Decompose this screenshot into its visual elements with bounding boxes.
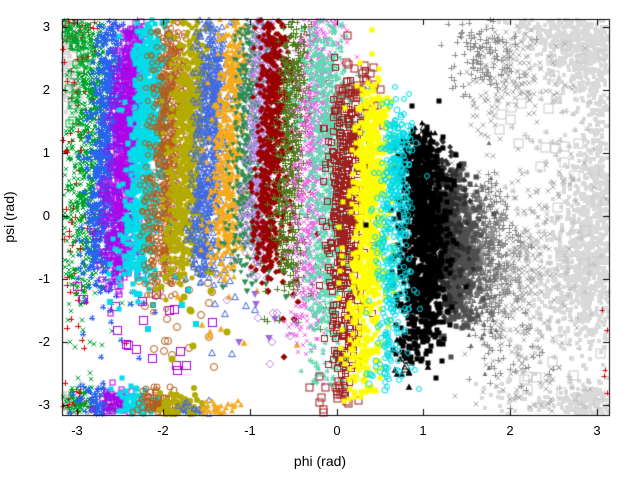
- y-tick-label: 1: [42, 145, 50, 160]
- x-tick-label: -3: [71, 423, 83, 438]
- x-tick-label: 3: [593, 423, 601, 438]
- x-tick-label: 1: [419, 423, 427, 438]
- x-tick-label: 2: [506, 423, 514, 438]
- y-tick-label: -3: [38, 397, 50, 412]
- y-tick-label: -1: [38, 271, 50, 286]
- y-tick-label: -2: [38, 334, 50, 349]
- y-tick-label: 3: [42, 19, 50, 34]
- x-tick-label: -2: [157, 423, 169, 438]
- y-axis-title: psi (rad): [1, 191, 17, 243]
- y-tick-label: 2: [42, 82, 50, 97]
- x-axis-title: phi (rad): [293, 453, 347, 469]
- y-tick-label: 0: [42, 208, 50, 223]
- x-tick-label: -1: [244, 423, 256, 438]
- x-tick-label: 0: [333, 423, 341, 438]
